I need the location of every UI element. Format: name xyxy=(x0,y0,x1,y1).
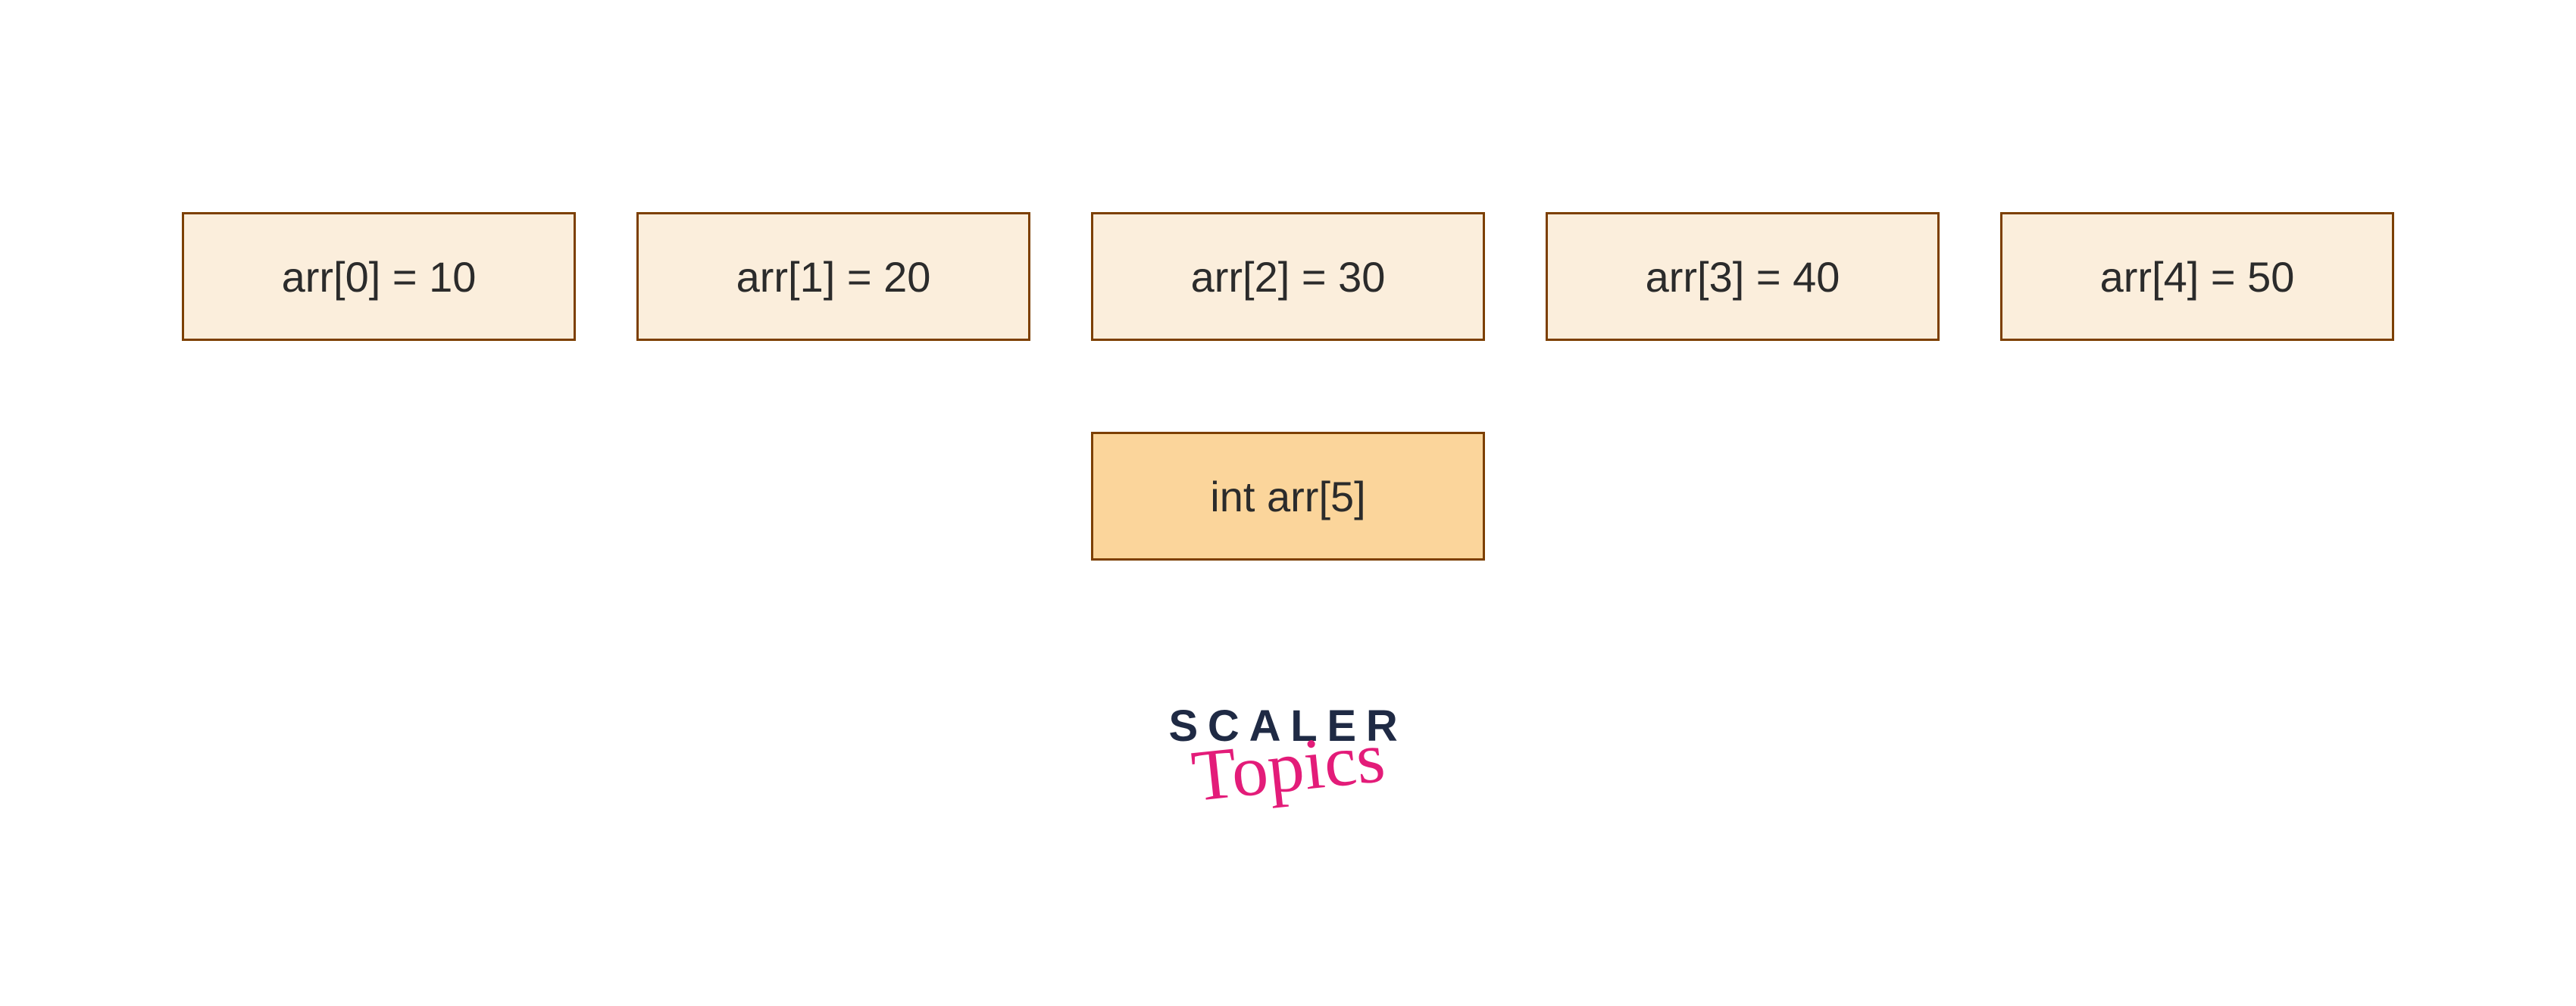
logo-wrap: SCALER Topics xyxy=(0,705,2576,821)
array-cell-label: arr[4] = 50 xyxy=(2100,252,2295,301)
scaler-topics-logo: SCALER Topics xyxy=(1168,705,1407,821)
array-cell-3: arr[3] = 40 xyxy=(1546,212,1940,341)
diagram-canvas: arr[0] = 10 arr[1] = 20 arr[2] = 30 arr[… xyxy=(0,0,2576,1006)
array-cell-label: arr[3] = 40 xyxy=(1646,252,1840,301)
array-declaration-box: int arr[5] xyxy=(1091,432,1485,561)
array-cell-0: arr[0] = 10 xyxy=(182,212,576,341)
array-declaration-label: int arr[5] xyxy=(1210,472,1365,521)
array-cell-label: arr[0] = 10 xyxy=(282,252,477,301)
declaration-row: int arr[5] xyxy=(0,432,2576,561)
array-cell-4: arr[4] = 50 xyxy=(2000,212,2394,341)
array-row: arr[0] = 10 arr[1] = 20 arr[2] = 30 arr[… xyxy=(0,212,2576,341)
logo-bottom-text: Topics xyxy=(1188,720,1387,813)
array-cell-label: arr[1] = 20 xyxy=(736,252,931,301)
array-cell-label: arr[2] = 30 xyxy=(1191,252,1386,301)
array-cell-2: arr[2] = 30 xyxy=(1091,212,1485,341)
array-cell-1: arr[1] = 20 xyxy=(636,212,1030,341)
